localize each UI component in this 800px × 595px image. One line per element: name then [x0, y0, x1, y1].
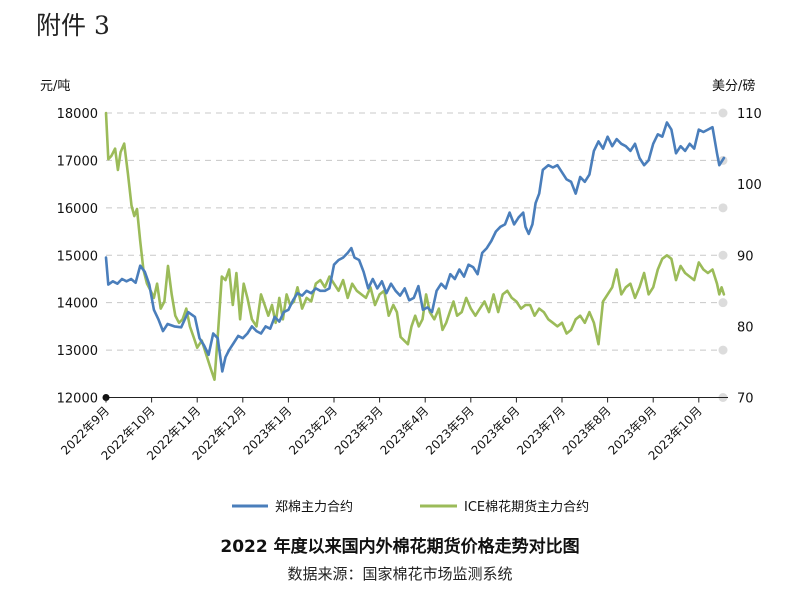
series-line-zhengmian	[104, 121, 726, 373]
y-tick-right: 110	[737, 107, 762, 122]
legend: 郑棉主力合约 ICE棉花期货主力合约	[232, 499, 589, 515]
right-axis-dot	[718, 108, 728, 118]
right-axis-dot	[718, 298, 728, 308]
x-tick-label: 2023年5月	[423, 404, 477, 458]
y-tick-right: 90	[737, 249, 754, 264]
y-tick-left: 15000	[57, 249, 98, 264]
y-tick-right: 70	[737, 392, 754, 407]
chart-title: 2022 年度以来国内外棉花期货价格走势对比图	[220, 537, 580, 557]
x-tick-label: 2023年7月	[514, 404, 568, 458]
chart-source: 数据来源：国家棉花市场监测系统	[287, 565, 513, 583]
x-ticks: 2022年9月2022年10月2022年11月2022年12月2023年1月20…	[58, 397, 705, 463]
right-axis-unit: 美分/磅	[712, 78, 755, 94]
series-lines	[104, 111, 726, 381]
y-tick-left: 17000	[57, 154, 98, 169]
y-tick-left: 12000	[57, 392, 98, 407]
right-axis-dot	[718, 203, 728, 213]
right-axis-dot	[718, 345, 728, 355]
series-line-ice	[104, 111, 726, 381]
y-tick-left: 18000	[57, 107, 98, 122]
y-tick-right: 100	[737, 178, 762, 193]
chart-canvas: 元/吨 美分/磅 1200013000140001500016000170001…	[40, 78, 762, 515]
legend-label-zhengmian: 郑棉主力合约	[275, 500, 353, 515]
x-tick-label: 2023年6月	[469, 404, 523, 458]
legend-item-ice: ICE棉花期货主力合约	[420, 499, 589, 515]
right-y-ticks: 70 80 90 100 110	[737, 107, 762, 407]
legend-item-zhengmian: 郑棉主力合约	[232, 500, 353, 515]
x-tick-label: 2023年3月	[332, 404, 386, 458]
axes	[102, 394, 728, 401]
left-axis-unit: 元/吨	[40, 79, 70, 94]
y-tick-right: 80	[737, 320, 754, 335]
y-tick-left: 14000	[57, 297, 98, 312]
legend-label-ice: ICE棉花期货主力合约	[464, 499, 589, 515]
gridlines	[106, 108, 728, 402]
y-tick-left: 16000	[57, 202, 98, 217]
left-y-ticks: 12000 13000 14000 15000 16000 17000 18000	[57, 107, 98, 407]
right-axis-dot	[718, 250, 728, 260]
x-tick-label: 2023年4月	[377, 404, 431, 458]
y-tick-left: 13000	[57, 344, 98, 359]
x-tick-label: 2023年1月	[241, 404, 295, 458]
x-tick-label: 2023年2月	[286, 404, 340, 458]
attachment-label: 附件 3	[36, 11, 110, 40]
x-tick-label: 2023年8月	[560, 404, 614, 458]
